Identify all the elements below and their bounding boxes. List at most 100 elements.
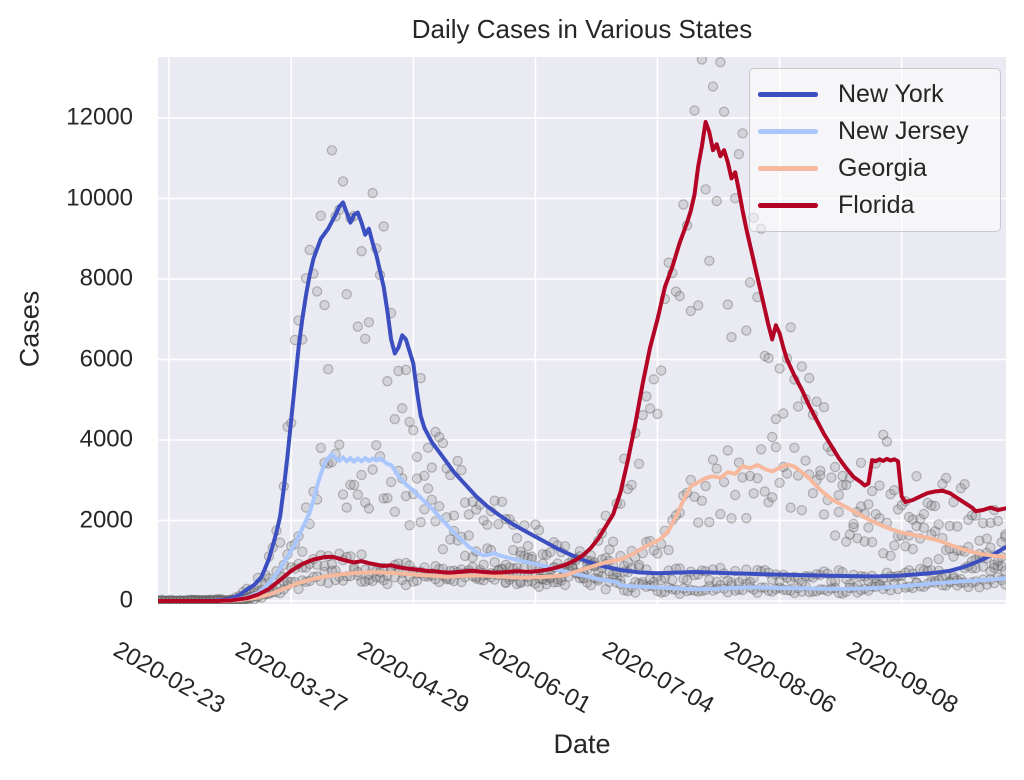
scatter-point — [1000, 531, 1006, 543]
scatter-point — [434, 501, 445, 512]
legend-label-new-jersey: New Jersey — [838, 117, 969, 145]
scatter-point — [804, 372, 815, 384]
scatter-point — [841, 479, 852, 491]
scatter-point — [907, 514, 919, 525]
scatter-point — [1000, 565, 1006, 577]
scatter-point — [585, 580, 597, 591]
scatter-point — [774, 477, 785, 488]
scatter-point — [508, 544, 519, 556]
scatter-point — [522, 540, 534, 552]
scatter-point — [996, 561, 1006, 572]
scatter-point — [837, 480, 848, 491]
scatter-point — [789, 442, 800, 453]
scatter-point — [737, 128, 748, 139]
scatter-point — [334, 439, 345, 450]
scatter-point — [496, 496, 508, 507]
scatter-point — [974, 582, 985, 593]
scatter-point — [992, 515, 1004, 527]
scatter-point — [977, 561, 989, 572]
scatter-point — [689, 105, 700, 116]
scatter-point — [652, 548, 663, 559]
scatter-point — [696, 57, 708, 65]
plot-data-layer — [158, 57, 1006, 604]
scatter-point — [889, 540, 900, 551]
scatter-point — [748, 488, 759, 499]
y-tick-label: 0 — [119, 586, 133, 614]
scatter-point — [430, 516, 441, 527]
scatter-point — [966, 510, 978, 521]
scatter-point — [700, 184, 711, 195]
scatter-point — [452, 455, 463, 467]
scatter-point — [674, 290, 685, 302]
scatter-point — [600, 584, 611, 595]
scatter-point — [807, 488, 819, 499]
scatter-point — [770, 413, 782, 425]
scatter-point — [419, 504, 430, 515]
scatter-point — [437, 544, 449, 555]
scatter-point — [367, 464, 378, 475]
scatter-point — [352, 321, 363, 332]
scatter-point — [992, 560, 1004, 572]
scatter-point — [878, 429, 889, 440]
scatter-point — [881, 436, 893, 447]
scatter-point — [630, 587, 641, 598]
scatter-point — [693, 517, 704, 528]
scatter-point — [818, 509, 830, 520]
scatter-point — [907, 543, 919, 555]
scatter-point — [363, 317, 375, 328]
scatter-point — [681, 575, 693, 586]
scatter-point — [918, 508, 930, 520]
scatter-point — [367, 187, 378, 199]
y-tick-label: 2000 — [79, 505, 133, 533]
y-tick-label: 10000 — [66, 183, 133, 211]
scatter-point — [337, 176, 349, 187]
scatter-point — [796, 361, 808, 372]
line-georgia — [158, 462, 1006, 603]
scatter-point — [863, 499, 874, 510]
scatter-point — [648, 374, 660, 385]
scatter-point — [463, 530, 474, 541]
scatter-point — [337, 489, 349, 500]
scatter-point — [711, 463, 722, 474]
scatter-point — [393, 365, 404, 377]
line-new-york — [158, 200, 1006, 603]
scatter-point — [733, 148, 745, 160]
scatter-point — [459, 550, 471, 562]
scatter-point — [985, 566, 996, 577]
scatter-point — [678, 199, 689, 210]
scatter-point — [1000, 529, 1006, 540]
scatter-point — [737, 472, 748, 483]
scatter-point — [889, 485, 900, 496]
scatter-point — [585, 550, 597, 561]
legend-line-swatch-new-york — [758, 92, 818, 97]
scatter-point — [445, 534, 456, 545]
scatter-point — [408, 576, 419, 587]
scatter-point — [411, 451, 423, 463]
scatter-point — [400, 579, 412, 591]
scatter-point — [326, 145, 338, 156]
scatter-point — [641, 391, 652, 402]
scatter-point — [689, 491, 700, 502]
scatter-point — [785, 322, 796, 333]
scatter-point — [341, 289, 352, 300]
scatter-point — [759, 350, 771, 362]
scatter-point — [648, 545, 660, 556]
scatter-point — [707, 454, 719, 465]
scatter-point — [404, 520, 415, 531]
scatter-point — [700, 480, 711, 492]
scatter-point — [693, 300, 704, 311]
scatter-point — [471, 504, 482, 515]
scatter-point — [426, 462, 437, 473]
scatter-point — [892, 504, 904, 515]
scatter-point — [400, 490, 412, 502]
scatter-point — [944, 520, 956, 532]
scatter-point — [937, 478, 948, 490]
scatter-point — [297, 546, 308, 557]
scatter-point — [722, 575, 734, 587]
scatter-point — [304, 244, 315, 256]
scatter-point — [323, 577, 334, 589]
scatter-point — [767, 431, 778, 443]
scatter-point — [796, 505, 808, 516]
scatter-point — [545, 547, 556, 558]
scatter-point — [448, 510, 460, 521]
